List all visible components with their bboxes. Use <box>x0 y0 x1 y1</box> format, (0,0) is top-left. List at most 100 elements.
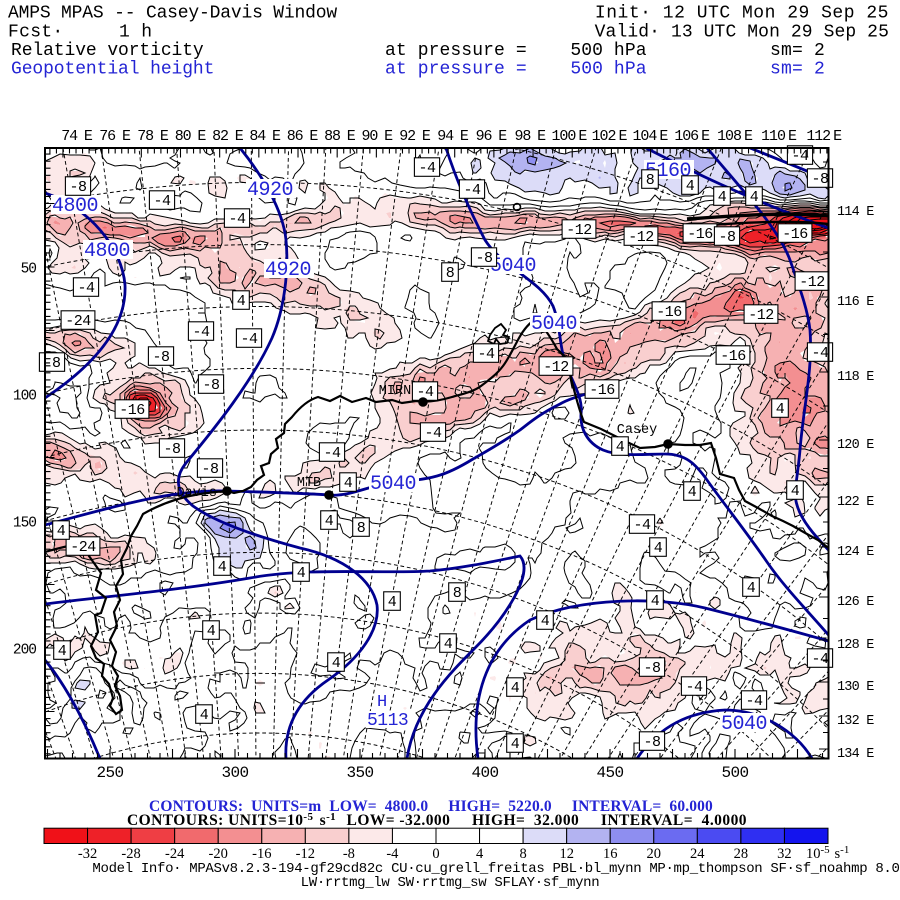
svg-text:-16: -16 <box>589 382 615 399</box>
svg-text:80: 80 <box>175 128 192 145</box>
svg-text:8: 8 <box>446 265 455 282</box>
svg-text:4: 4 <box>388 594 397 611</box>
svg-text:96: 96 <box>476 128 493 145</box>
svg-text:-24: -24 <box>165 846 185 862</box>
svg-text:E: E <box>498 128 507 145</box>
svg-text:4: 4 <box>511 736 520 753</box>
svg-text:-12: -12 <box>628 229 654 246</box>
svg-text:-4: -4 <box>685 679 703 696</box>
svg-text:-4: -4 <box>386 846 399 862</box>
svg-text:32: 32 <box>777 846 792 862</box>
svg-text:4920: 4920 <box>247 179 293 202</box>
svg-text:150: 150 <box>13 516 36 532</box>
svg-text:-12: -12 <box>799 274 825 291</box>
svg-text:4: 4 <box>57 523 66 540</box>
svg-text:-8: -8 <box>152 349 170 366</box>
svg-text:250: 250 <box>96 764 123 782</box>
svg-text:500: 500 <box>721 764 748 782</box>
svg-text:76: 76 <box>99 128 116 145</box>
svg-text:90: 90 <box>361 128 378 145</box>
svg-text:132 E: 132 E <box>837 714 874 729</box>
svg-text:-28: -28 <box>121 846 140 862</box>
svg-text:E: E <box>422 128 431 145</box>
svg-text:-4: -4 <box>463 182 481 199</box>
svg-text:-4: -4 <box>424 425 442 442</box>
svg-text:4: 4 <box>444 636 453 653</box>
svg-text:E: E <box>235 128 244 145</box>
svg-text:E: E <box>84 128 93 145</box>
svg-text:20: 20 <box>647 846 662 862</box>
svg-text:4: 4 <box>651 593 660 610</box>
svg-text:4: 4 <box>237 293 246 310</box>
svg-text:-20: -20 <box>209 846 228 862</box>
svg-text:4: 4 <box>207 623 216 640</box>
svg-text:-4: -4 <box>811 345 829 362</box>
svg-text:4: 4 <box>718 189 727 206</box>
svg-text:-8: -8 <box>475 250 493 267</box>
svg-text:108: 108 <box>717 128 742 145</box>
svg-text:4: 4 <box>511 680 520 697</box>
svg-text:5040: 5040 <box>370 473 416 496</box>
svg-text:4: 4 <box>750 189 759 206</box>
svg-text:AMPS MPAS -- Casey-Davis Windo: AMPS MPAS -- Casey-Davis Window <box>8 4 337 24</box>
svg-text:120 E: 120 E <box>837 438 874 453</box>
svg-text:-12: -12 <box>543 359 569 376</box>
svg-text:104: 104 <box>633 128 658 145</box>
svg-text:100: 100 <box>13 389 36 405</box>
svg-text:at pressure = 500 hPa: at pressure = 500 hPa <box>385 41 647 61</box>
svg-text:-4: -4 <box>416 384 434 401</box>
svg-text:4: 4 <box>686 178 695 195</box>
svg-text:24: 24 <box>690 846 705 862</box>
svg-text:E: E <box>160 128 169 145</box>
svg-text:-16: -16 <box>687 226 713 243</box>
svg-text:74: 74 <box>61 128 78 145</box>
svg-text:84: 84 <box>249 128 266 145</box>
svg-text:4: 4 <box>747 580 756 597</box>
svg-text:-16: -16 <box>782 226 808 243</box>
svg-text:4: 4 <box>791 483 800 500</box>
svg-text:sm= 2: sm= 2 <box>770 41 825 61</box>
svg-text:-4: -4 <box>745 693 763 710</box>
svg-text:4: 4 <box>541 613 550 630</box>
svg-text:10-5 s-1: 10-5 s-1 <box>806 844 851 862</box>
svg-text:-4: -4 <box>153 193 171 210</box>
svg-text:200: 200 <box>13 643 36 659</box>
svg-text:LW·rrtmg_lw SW·rrtmg_sw SFLAY·: LW·rrtmg_lw SW·rrtmg_sw SFLAY·sf_mynn <box>301 875 600 891</box>
svg-text:88: 88 <box>324 128 341 145</box>
svg-text:Model Info· MPASv8.2.3-194-gf2: Model Info· MPASv8.2.3-194-gf29cd82c CU·… <box>92 861 899 877</box>
svg-text:112: 112 <box>806 128 830 145</box>
svg-text:-8: -8 <box>643 734 661 751</box>
svg-text:E: E <box>197 128 206 145</box>
svg-text:CONTOURS: UNITS=10-5 s-1 L: CONTOURS: UNITS=10-5 s-1 LOW= -32.000 HI… <box>127 811 747 829</box>
svg-text:at pressure = 500 hPa: at pressure = 500 hPa <box>385 60 647 80</box>
svg-text:-8: -8 <box>718 229 736 246</box>
svg-text:Casey: Casey <box>617 423 658 438</box>
svg-text:E: E <box>659 128 668 145</box>
svg-text:50: 50 <box>21 262 37 278</box>
svg-text:-4: -4 <box>240 331 258 348</box>
svg-text:Init· 12 UTC Mon 29 Sep 25: Init· 12 UTC Mon 29 Sep 25 <box>595 4 889 24</box>
svg-text:4800: 4800 <box>84 240 130 263</box>
svg-text:12: 12 <box>559 846 574 862</box>
svg-text:-12: -12 <box>748 307 774 324</box>
svg-text:28: 28 <box>734 846 749 862</box>
svg-text:128 E: 128 E <box>837 638 874 653</box>
svg-text:4800: 4800 <box>52 195 98 218</box>
svg-text:Geopotential height: Geopotential height <box>11 60 214 80</box>
svg-text:450: 450 <box>596 764 623 782</box>
svg-text:E: E <box>537 128 546 145</box>
svg-text:94: 94 <box>437 128 454 145</box>
svg-text:8: 8 <box>453 585 462 602</box>
svg-text:5040: 5040 <box>721 713 767 736</box>
svg-text:E: E <box>788 128 797 145</box>
svg-text:122 E: 122 E <box>837 495 874 510</box>
svg-text:-4: -4 <box>228 211 246 228</box>
svg-text:E: E <box>618 128 627 145</box>
svg-text:-4: -4 <box>633 517 651 534</box>
svg-text:300: 300 <box>221 764 248 782</box>
svg-text:-8: -8 <box>69 179 87 196</box>
svg-text:4: 4 <box>297 565 306 582</box>
svg-text:H: H <box>377 693 387 712</box>
svg-text:E: E <box>701 128 710 145</box>
svg-text:E: E <box>272 128 281 145</box>
